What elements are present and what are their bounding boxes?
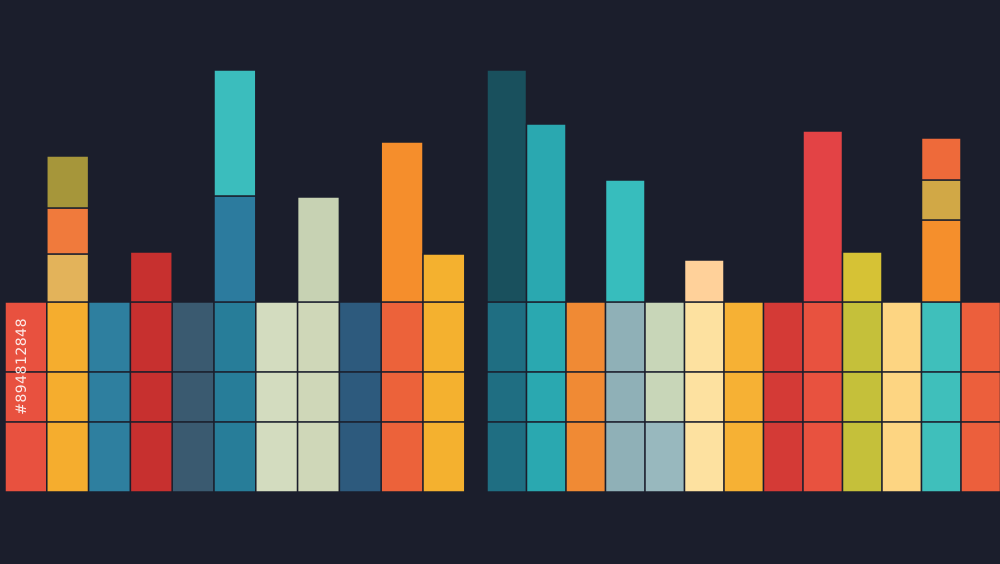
bar-cell xyxy=(486,421,528,493)
bar-cell xyxy=(4,421,48,493)
bar-cell xyxy=(46,421,90,493)
bar-cell xyxy=(960,421,1000,493)
bar-cell xyxy=(802,371,844,423)
bar-cell xyxy=(802,421,844,493)
bar-cell xyxy=(762,371,804,423)
bar-cell xyxy=(213,371,257,423)
bar-cell xyxy=(296,421,341,493)
bar-cell xyxy=(723,371,765,423)
bar-cell xyxy=(129,421,173,493)
bar-cell xyxy=(644,301,686,373)
bar-cell xyxy=(46,301,90,373)
bar-cell xyxy=(841,301,883,373)
bar-cell xyxy=(296,301,341,373)
bar-cell xyxy=(881,421,923,493)
bar-cell xyxy=(644,371,686,423)
bar-top-segment xyxy=(525,123,567,303)
bar-top-segment xyxy=(604,179,646,303)
bar-cell xyxy=(46,371,90,423)
bar-cell xyxy=(604,421,646,493)
bar-top-segment xyxy=(920,179,962,221)
bar-cell xyxy=(338,371,382,423)
bar-cell xyxy=(380,371,424,423)
bar-cell xyxy=(422,371,466,423)
bar-cell xyxy=(604,371,646,423)
bar-top-segment xyxy=(920,137,962,181)
bar-top-segment xyxy=(46,207,90,255)
bar-cell xyxy=(171,421,215,493)
bar-cell xyxy=(683,301,725,373)
bar-cell xyxy=(87,421,132,493)
bar-cell xyxy=(255,301,299,373)
bar-top-segment xyxy=(486,69,528,303)
bar-cell xyxy=(525,421,567,493)
bar-cell xyxy=(881,371,923,423)
bar-cell xyxy=(723,301,765,373)
bar-cell xyxy=(802,301,844,373)
bar-cell xyxy=(644,421,686,493)
bar-cell xyxy=(841,421,883,493)
bar-top-segment xyxy=(920,219,962,303)
bar-cell xyxy=(683,371,725,423)
bar-cell xyxy=(604,301,646,373)
bar-cell xyxy=(338,421,382,493)
bar-cell xyxy=(960,371,1000,423)
bar-cell xyxy=(881,301,923,373)
bar-cell xyxy=(683,421,725,493)
bar-cell xyxy=(565,301,607,373)
bar-cell xyxy=(960,301,1000,373)
bar-top-segment xyxy=(841,251,883,303)
bar-top-segment xyxy=(422,253,466,303)
bar-cell xyxy=(525,371,567,423)
bar-cell xyxy=(422,421,466,493)
bar-cell xyxy=(841,371,883,423)
bar-cell xyxy=(129,301,173,373)
bar-cell xyxy=(296,371,341,423)
bar-top-segment xyxy=(683,259,725,303)
bar-cell xyxy=(129,371,173,423)
bar-cell xyxy=(4,371,48,423)
bar-cell xyxy=(87,371,132,423)
bar-cell xyxy=(171,371,215,423)
bar-cell xyxy=(255,371,299,423)
bar-top-segment xyxy=(380,141,424,303)
bar-cell xyxy=(723,421,765,493)
bar-cell xyxy=(486,371,528,423)
bar-cell xyxy=(380,421,424,493)
bar-cell xyxy=(565,371,607,423)
bar-cell xyxy=(486,301,528,373)
bar-cell xyxy=(762,421,804,493)
bar-cell xyxy=(255,421,299,493)
bar-top-segment xyxy=(296,196,341,303)
bar-cell xyxy=(565,421,607,493)
bar-cell xyxy=(380,301,424,373)
bar-cell xyxy=(87,301,132,373)
bar-cell xyxy=(920,371,962,423)
bar-cell xyxy=(4,301,48,373)
bar-top-segment xyxy=(129,251,173,303)
bar-top-segment xyxy=(802,130,844,303)
bar-cell xyxy=(213,421,257,493)
bar-cell xyxy=(920,421,962,493)
bar-top-segment xyxy=(213,195,257,303)
bar-cell xyxy=(338,301,382,373)
bar-cell xyxy=(213,301,257,373)
bar-cell xyxy=(422,301,466,373)
bar-top-segment xyxy=(46,155,90,209)
bar-top-segment xyxy=(213,69,257,197)
bar-cell xyxy=(525,301,567,373)
bar-cell xyxy=(762,301,804,373)
bar-cell xyxy=(920,301,962,373)
bar-cell xyxy=(171,301,215,373)
bar-top-segment xyxy=(46,253,90,303)
